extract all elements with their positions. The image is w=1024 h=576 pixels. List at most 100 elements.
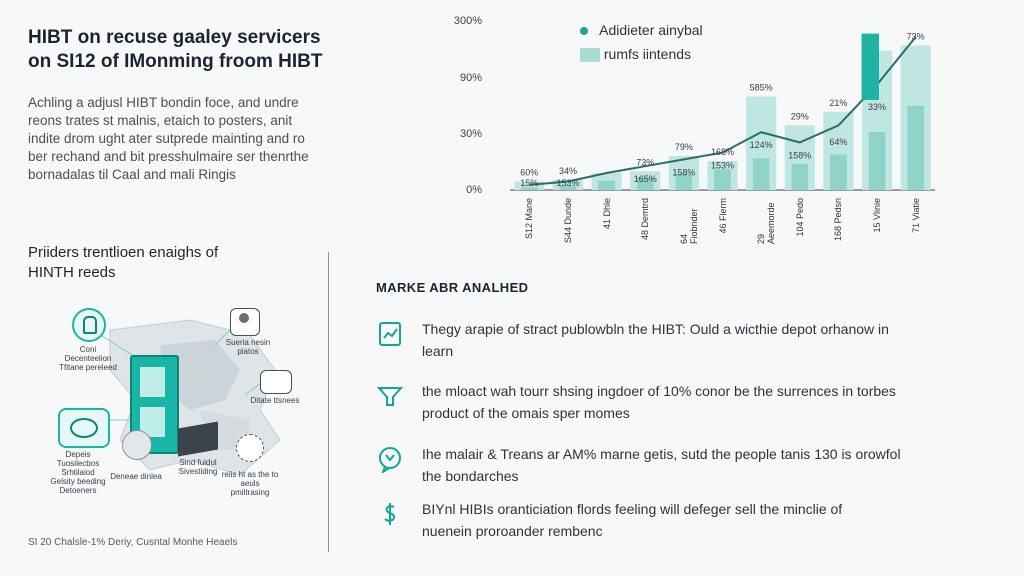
market-item: Ihe malair & Treans ar AM% marne getis, …: [376, 443, 996, 491]
data-label-inner: 158%: [672, 167, 695, 177]
bar-light: [514, 181, 545, 190]
market-item-line2: the bondarches: [422, 468, 519, 484]
intro-line: ber rechand and bit presshulmaire ser th…: [28, 149, 309, 164]
data-label-top: 73%: [636, 157, 654, 167]
data-label-extra: 33%: [868, 102, 886, 112]
data-label-inner: 124%: [750, 140, 773, 150]
intro-line: bornadalas til Caal and mali Ringis: [28, 167, 236, 182]
bar-dark: [868, 132, 886, 190]
legend-block-icon: [580, 48, 600, 63]
y-tick-label: 30%: [459, 128, 482, 140]
label-bottom-left: Depeis Tuosilecbos Srhtilaiod Gelsity be…: [50, 450, 106, 495]
funnel-icon: [376, 387, 404, 406]
x-tick-label: 168 Pedsn: [833, 198, 844, 242]
page-title-line2: on SI12 of IMonming froom HIBT: [28, 51, 323, 72]
bar-dark: [714, 169, 731, 190]
legend-item: rumfs iintends: [580, 46, 692, 63]
data-label-inner: 153%: [556, 178, 579, 188]
x-tick-label: 41 Dhle: [601, 198, 612, 230]
providers-heading-line1: Priiders trentlioen enaighs of: [28, 244, 219, 261]
data-label-top: 79%: [675, 142, 693, 152]
chart-legend: Adidieter ainybal rumfs iintends: [580, 20, 760, 70]
y-tick-label: 300%: [453, 15, 482, 27]
x-tick-label: 15 Vlinie: [872, 198, 883, 233]
people-icon: [230, 308, 260, 336]
market-item-line1: Thegy arapie of stract publowbln the HIB…: [422, 321, 889, 337]
legend-label: Adidieter ainybal: [599, 22, 703, 38]
chart-canvas: 60% 34% 73% 79% 168% 585% 29% 21% 73% 15% 153% 165%…: [510, 32, 935, 191]
label-bottom-mid1: Deneae dinlea: [110, 472, 162, 481]
y-tick-label: 90%: [459, 72, 482, 84]
x-tick-label: S44 Dunde: [562, 198, 573, 244]
market-item-line2: learn: [422, 343, 454, 359]
market-item-line1: the mloact wah tourr shsing ingdoer of 1…: [422, 383, 896, 399]
data-label-top: 168%: [711, 147, 734, 157]
page-title: HIBT on recuse gaaley servicers on SI12 …: [28, 26, 388, 74]
providers-heading: Priiders trentlioen enaighs of HINTH ree…: [28, 243, 318, 283]
bar-dark: [521, 187, 538, 190]
legend-item: Adidieter ainybal: [580, 22, 703, 38]
chat-bubble-icon: [379, 447, 401, 473]
bar-dark: [598, 180, 615, 190]
x-axis-labels: S12 Mane S44 Dunde 41 Dhle 48 Demtrd 64 Fiob…: [500, 194, 940, 244]
bar-dark: [559, 185, 577, 190]
data-label-top: 21%: [829, 98, 847, 108]
divider: [328, 252, 329, 552]
label-top-right: Sueria nesin piatos: [225, 338, 271, 356]
label-top-left: Coni Decenteelion Tfitane pereleed: [59, 345, 117, 372]
bar-dark: [752, 158, 770, 190]
providers-heading-line2: HINTH reeds: [28, 264, 116, 281]
label-bottom-right: reiis ht as the to aeuls pmiltrasing: [221, 470, 279, 497]
x-tick-label: 104 Pedo: [794, 198, 805, 237]
badge-icon: [236, 434, 264, 462]
x-tick-label: S12 Mane: [524, 198, 535, 240]
x-tick-label: 46 Flerm: [717, 198, 728, 234]
data-label-inner: 165%: [634, 174, 657, 184]
data-label-top: 60%: [520, 168, 538, 178]
data-label-inner: 158%: [788, 150, 811, 160]
data-label-top: 73%: [907, 32, 925, 42]
scale-icon: [58, 408, 110, 448]
data-label-extra: 64%: [829, 137, 847, 147]
data-label-top: 585%: [750, 83, 773, 93]
intro-paragraph: Achling a adjusl HIBT bondin foce, and u…: [28, 94, 373, 184]
trend-line: [529, 36, 917, 186]
intro-line: reons trates st malnis, etaich to poster…: [28, 113, 293, 128]
data-label-inner: 153%: [711, 161, 734, 171]
bar-dark: [830, 154, 847, 190]
market-item-line1: Ihe malair & Treans ar AM% marne getis, …: [422, 446, 901, 462]
coin-icon: [122, 430, 152, 460]
page-title-line1: HIBT on recuse gaaley servicers: [28, 27, 321, 48]
market-item-line1: BIYnl HIBIs oranticiation flords feeling…: [422, 501, 843, 517]
data-label-top: 34%: [559, 166, 577, 176]
legend-label: rumfs iintends: [603, 46, 692, 62]
x-tick-label: 48 Demtrd: [640, 198, 651, 241]
providers-illustration: Coni Decenteelion Tfitane pereleed Sueri…: [40, 300, 310, 520]
legend-dot-icon: [580, 27, 588, 36]
data-label-inner: 15%: [520, 178, 538, 188]
label-bottom-mid2: Sind fuidul Sivestiding: [178, 458, 218, 476]
market-item-line2: nuenein proroander rembenc: [422, 523, 603, 539]
data-label-top: 29%: [791, 111, 809, 121]
bar-highlight: [861, 33, 879, 100]
footnote: SI 20 Chalsle-1% Deriy, Cusntal Monhe He…: [28, 537, 238, 548]
market-heading: MARKE ABR ANALHED: [376, 280, 529, 295]
chat-icon: [260, 370, 292, 394]
bar-light: [552, 179, 584, 190]
document-chart-icon: [379, 322, 401, 346]
bar-dark: [636, 176, 654, 190]
intro-line: Achling a adjusl HIBT bondin foce, and u…: [28, 95, 299, 110]
x-tick-label: 71 Viatie: [910, 198, 921, 233]
building-icon: [130, 355, 179, 454]
market-item: the mloact wah tourr shsing ingdoer of 1…: [376, 380, 996, 428]
intro-line: indite drom ught ater sutprede mainting …: [28, 131, 305, 146]
dollar-hand-icon: [384, 503, 396, 525]
bar-dark: [791, 163, 809, 190]
market-item-line2: product of the omais sper momes: [422, 405, 630, 421]
shield-icon: [72, 308, 106, 342]
market-item: BIYnl HIBIs oranticiation flords feeling…: [376, 498, 996, 546]
x-tick-label: 64 Fiobnder: [678, 208, 699, 244]
market-item: Thegy arapie of stract publowbln the HIB…: [376, 318, 996, 366]
bar-dark: [675, 173, 693, 190]
bar-dark: [907, 105, 924, 190]
